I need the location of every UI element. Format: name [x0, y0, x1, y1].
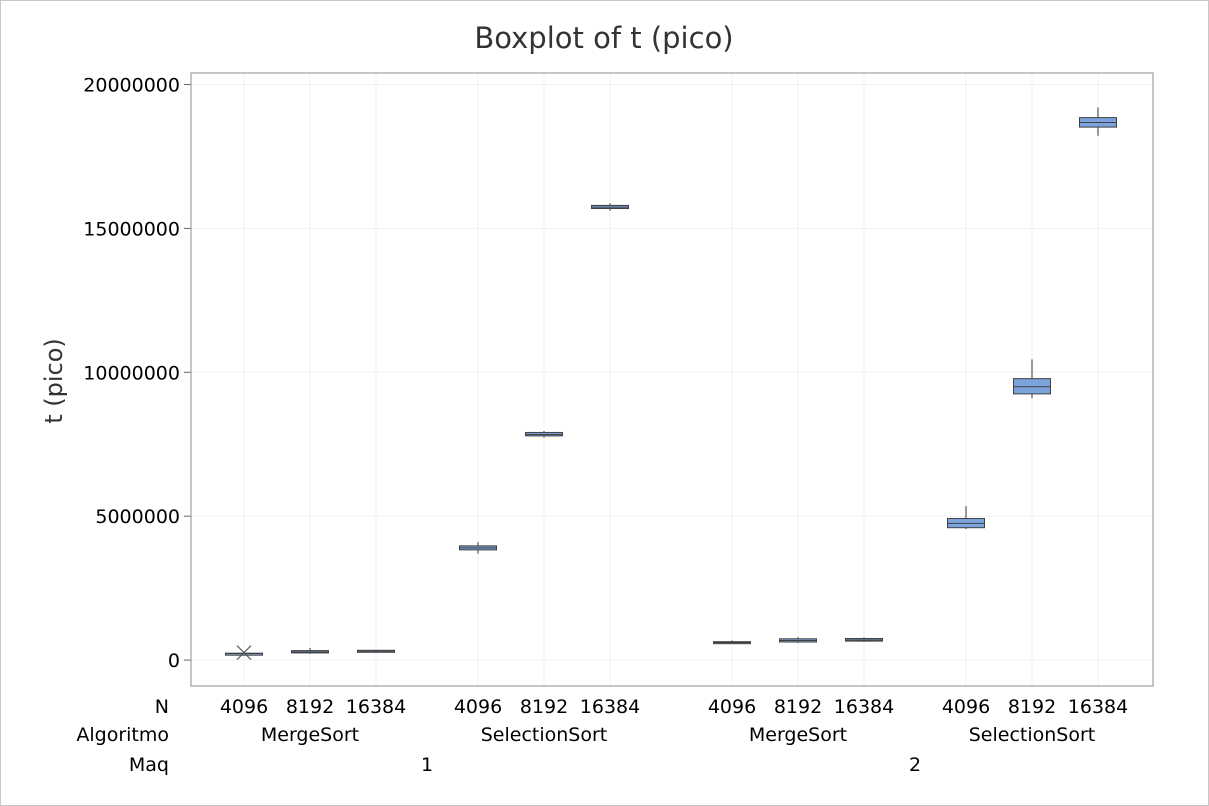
n-label: 16384 — [580, 696, 640, 718]
n-label: 16384 — [1068, 696, 1128, 718]
n-label: 16384 — [834, 696, 894, 718]
y-tick-label: 0 — [168, 650, 180, 672]
maq-label: 1 — [421, 754, 433, 776]
n-label: 4096 — [454, 696, 502, 718]
n-label: 4096 — [942, 696, 990, 718]
n-label: 8192 — [774, 696, 822, 718]
algoritmo-label: SelectionSort — [969, 724, 1096, 746]
y-tick-label: 5000000 — [95, 506, 180, 528]
y-tick-label: 20000000 — [83, 75, 180, 97]
n-label: 8192 — [520, 696, 568, 718]
plot-border — [190, 72, 1154, 687]
grouping-level-label: Maq — [129, 754, 169, 776]
n-label: 4096 — [708, 696, 756, 718]
chart-title: Boxplot of t (pico) — [474, 21, 733, 55]
algoritmo-label: MergeSort — [749, 724, 847, 746]
maq-label: 2 — [909, 754, 921, 776]
grouping-level-label: N — [155, 696, 169, 718]
grouping-level-label: Algoritmo — [76, 724, 169, 746]
y-tick-label: 10000000 — [83, 362, 180, 384]
n-label: 8192 — [286, 696, 334, 718]
outlier-marker — [236, 645, 252, 661]
n-label: 16384 — [346, 696, 406, 718]
algoritmo-label: SelectionSort — [481, 724, 608, 746]
y-tick-label: 15000000 — [83, 218, 180, 240]
algoritmo-label: MergeSort — [261, 724, 359, 746]
plot-area: 0 5000000 10000000 15000000 20000000 N Algorit… — [76, 72, 1154, 776]
n-label: 8192 — [1008, 696, 1056, 718]
y-axis-title: t (pico) — [40, 338, 68, 424]
n-label: 4096 — [220, 696, 268, 718]
